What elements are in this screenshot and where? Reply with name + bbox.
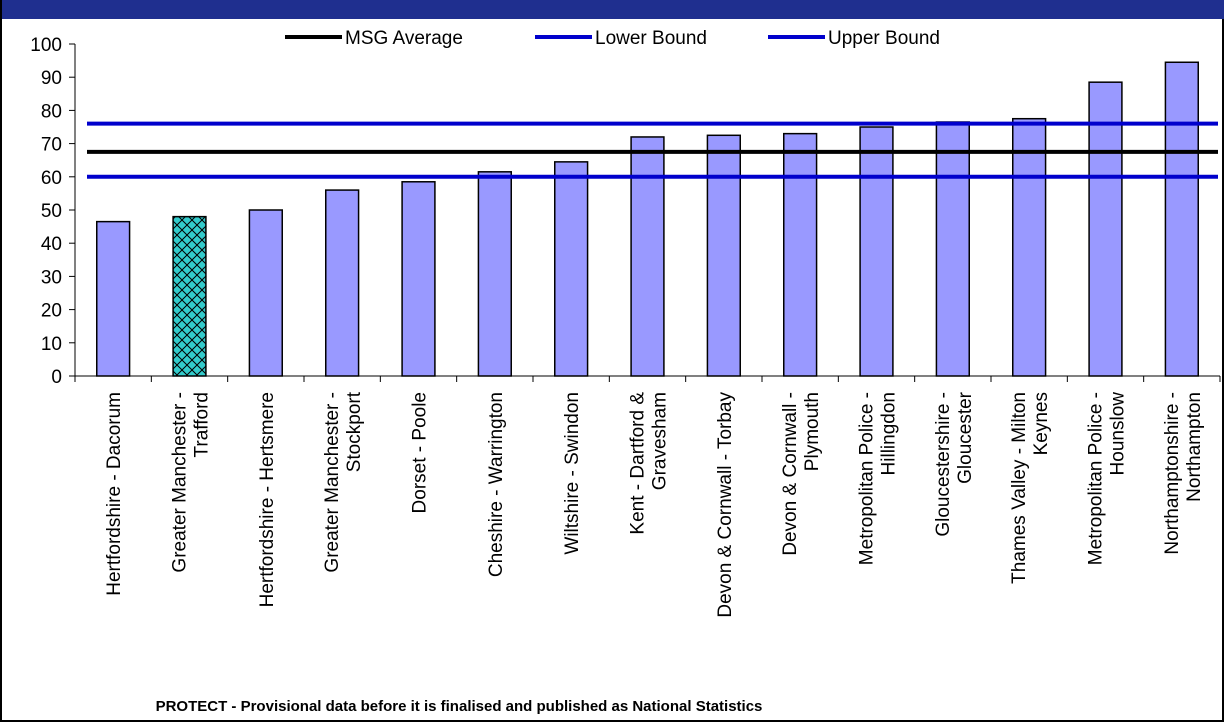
bar (935, 121, 970, 377)
legend-label: Lower Bound (595, 28, 707, 49)
bar (325, 189, 360, 377)
category-label-line: Stockport (344, 391, 365, 472)
category-label-line: Trafford (192, 392, 213, 457)
category-label-line: Northampton (1184, 392, 1205, 502)
category-label-line: Hertfordshire - Dacorum (104, 392, 125, 596)
bar (1012, 117, 1047, 377)
category-label-line: Dorset - Poole (410, 392, 431, 513)
bar (783, 132, 818, 377)
legend: MSG Average Lower Bound Upper Bound (285, 28, 940, 49)
bar (477, 171, 512, 377)
bar (248, 209, 283, 377)
category-label-line: Hertfordshire - Hertsmere (257, 392, 278, 607)
y-tick-label: 100 (30, 35, 62, 56)
category-label-line: Hillingdon (879, 392, 900, 475)
category-label-line: Kent - Dartford & (628, 392, 649, 535)
bar (1164, 61, 1199, 377)
y-tick-label: 10 (41, 334, 62, 355)
category-label-line: Devon & Cornwall - (780, 392, 801, 556)
category-label: Devon & Cornwall - Torbay (715, 392, 736, 618)
category-label: Hertfordshire - Hertsmere (257, 392, 278, 607)
category-label-line: Gravesham (650, 392, 671, 490)
y-tick-label: 80 (41, 101, 62, 122)
category-label-line: Greater Manchester - (170, 392, 191, 573)
reference-lines (87, 121, 1218, 179)
bar (96, 220, 131, 377)
category-label-line: Devon & Cornwall - Torbay (715, 392, 736, 618)
y-tick-label: 40 (41, 234, 62, 255)
bar (554, 161, 589, 377)
category-label: Northamptonshire - Northampton (1162, 392, 1205, 555)
header-band (2, 0, 1224, 19)
category-label: Greater Manchester - Trafford (170, 392, 213, 573)
y-tick-label: 20 (41, 301, 62, 322)
category-label-line: Gloucestershire - (933, 392, 954, 537)
category-label-line: Metropolitan Police - (857, 392, 878, 565)
y-tick-label: 0 (51, 367, 62, 388)
category-label: Metropolitan Police - Hillingdon (857, 392, 900, 565)
category-label-line: Plymouth (802, 392, 823, 471)
category-label-line: Thames Valley - Milton (1009, 392, 1030, 584)
category-label: Kent - Dartford & Gravesham (628, 392, 671, 535)
legend-label: Upper Bound (828, 28, 940, 49)
category-label-line: Keynes (1031, 392, 1052, 455)
category-label-line: Wiltshire - Swindon (562, 392, 583, 555)
y-tick-label: 50 (41, 201, 62, 222)
category-label-line: Cheshire - Warrington (486, 392, 507, 577)
category-label: Wiltshire - Swindon (562, 392, 583, 555)
bars (96, 61, 1199, 377)
y-tick-label: 60 (41, 168, 62, 189)
footer-note: PROTECT - Provisional data before it is … (155, 698, 763, 715)
category-label: Dorset - Poole (410, 392, 431, 513)
category-label: Devon & Cornwall - Plymouth (780, 392, 823, 556)
legend-label: MSG Average (345, 28, 463, 49)
y-tick-label: 90 (41, 68, 62, 89)
y-tick-label: 30 (41, 267, 62, 288)
x-axis: Hertfordshire - Dacorum Greater Mancheste… (74, 375, 1221, 618)
category-label-line: Greater Manchester - (322, 392, 343, 573)
y-axis: 0 10 20 30 40 50 60 70 80 90 100 (30, 35, 76, 388)
highlighted-bar (172, 215, 207, 377)
bar (706, 134, 741, 377)
category-label-line: Gloucester (955, 391, 976, 484)
category-label-line: Northamptonshire - (1162, 392, 1183, 555)
bar (401, 181, 436, 377)
bar (859, 126, 894, 377)
bar (630, 136, 665, 377)
category-label-line: Metropolitan Police - (1086, 392, 1107, 565)
category-label: Cheshire - Warrington (486, 392, 507, 577)
category-label: Greater Manchester - Stockport (322, 391, 365, 572)
bar (1088, 81, 1123, 377)
category-label: Hertfordshire - Dacorum (104, 392, 125, 596)
y-tick-label: 70 (41, 135, 62, 156)
category-label: Metropolitan Police - Hounslow (1086, 392, 1129, 565)
category-label: Gloucestershire - Gloucester (933, 391, 976, 536)
category-label: Thames Valley - Milton Keynes (1009, 392, 1052, 584)
category-label-line: Hounslow (1108, 392, 1129, 476)
